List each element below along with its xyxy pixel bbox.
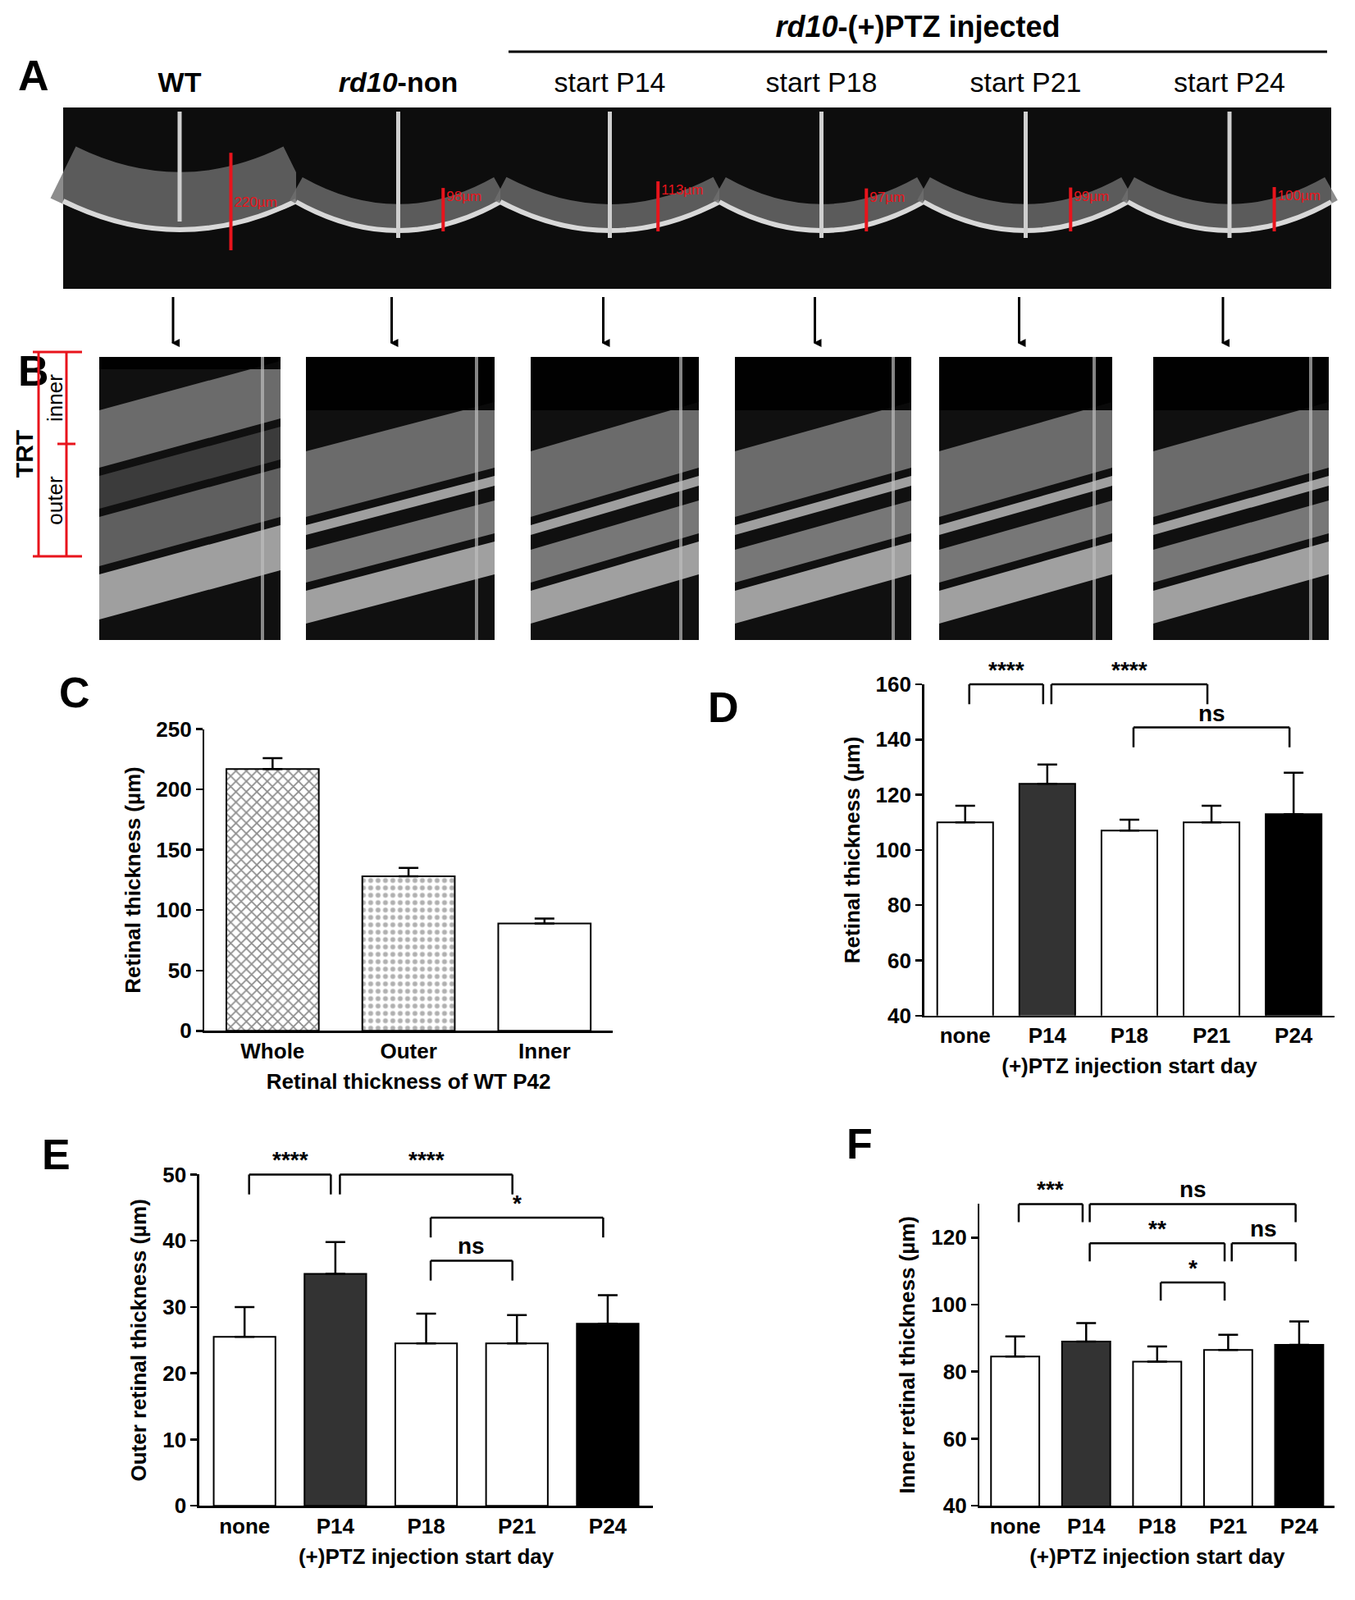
svg-text:P24: P24 <box>1274 1022 1314 1048</box>
svg-text:TRT: TRT <box>10 429 38 478</box>
svg-text:****: **** <box>272 1146 309 1173</box>
svg-text:rd10-non: rd10-non <box>338 66 458 98</box>
svg-text:outer: outer <box>42 475 68 525</box>
svg-text:C: C <box>59 668 91 717</box>
svg-text:****: **** <box>988 656 1025 683</box>
svg-text:98µm: 98µm <box>446 188 482 205</box>
svg-text:(+)PTZ injection start day: (+)PTZ injection start day <box>1001 1053 1258 1078</box>
svg-text:P18: P18 <box>406 1513 445 1538</box>
svg-text:Whole: Whole <box>240 1038 305 1064</box>
svg-text:50: 50 <box>168 958 192 983</box>
svg-text:ns: ns <box>1179 1176 1207 1202</box>
svg-text:Inner: Inner <box>518 1038 571 1064</box>
svg-text:start P18: start P18 <box>765 66 877 98</box>
svg-text:*: * <box>1188 1254 1198 1281</box>
svg-text:rd10-(+)PTZ injected: rd10-(+)PTZ injected <box>775 9 1060 44</box>
svg-text:20: 20 <box>162 1360 187 1386</box>
svg-text:ns: ns <box>457 1232 485 1259</box>
svg-text:99µm: 99µm <box>1073 188 1109 205</box>
svg-text:40: 40 <box>887 1003 912 1028</box>
svg-text:inner: inner <box>42 374 68 422</box>
svg-text:D: D <box>707 683 740 731</box>
svg-text:100: 100 <box>930 1291 967 1317</box>
svg-text:Outer retinal thickness (µm): Outer retinal thickness (µm) <box>126 1198 151 1481</box>
svg-text:250: 250 <box>155 716 192 742</box>
svg-text:start P21: start P21 <box>969 66 1082 98</box>
svg-text:E: E <box>41 1130 71 1178</box>
svg-text:P24: P24 <box>1280 1513 1319 1538</box>
svg-text:10: 10 <box>162 1427 187 1452</box>
svg-text:P18: P18 <box>1138 1513 1177 1538</box>
svg-text:200: 200 <box>155 776 192 802</box>
svg-text:P21: P21 <box>1192 1022 1231 1048</box>
svg-text:80: 80 <box>943 1359 968 1384</box>
svg-text:P14: P14 <box>1028 1022 1068 1048</box>
svg-text:40: 40 <box>162 1227 187 1253</box>
svg-text:****: **** <box>408 1146 445 1173</box>
svg-text:P14: P14 <box>316 1513 356 1538</box>
svg-text:30: 30 <box>162 1294 187 1319</box>
svg-text:ns: ns <box>1198 700 1226 726</box>
svg-text:WT: WT <box>158 66 202 98</box>
svg-text:P18: P18 <box>1110 1022 1149 1048</box>
svg-text:(+)PTZ injection start day: (+)PTZ injection start day <box>298 1543 555 1569</box>
svg-text:Outer: Outer <box>379 1038 437 1064</box>
svg-text:160: 160 <box>875 671 912 697</box>
svg-text:50: 50 <box>162 1162 187 1187</box>
svg-text:none: none <box>218 1513 270 1538</box>
svg-text:*: * <box>512 1190 522 1216</box>
svg-text:none: none <box>939 1022 991 1048</box>
svg-text:P24: P24 <box>588 1513 628 1538</box>
svg-text:***: *** <box>1036 1176 1064 1202</box>
svg-text:0: 0 <box>174 1492 187 1518</box>
svg-text:120: 120 <box>875 782 912 808</box>
svg-text:40: 40 <box>943 1492 968 1518</box>
svg-text:220µm: 220µm <box>233 194 277 210</box>
svg-text:****: **** <box>1111 656 1148 683</box>
svg-text:P21: P21 <box>1209 1513 1247 1538</box>
svg-text:P21: P21 <box>497 1513 536 1538</box>
svg-text:**: ** <box>1148 1215 1167 1241</box>
svg-text:120: 120 <box>930 1224 967 1250</box>
svg-text:Inner retinal thickness (µm): Inner retinal thickness (µm) <box>894 1215 920 1494</box>
svg-text:80: 80 <box>887 892 912 918</box>
svg-text:0: 0 <box>179 1017 192 1043</box>
svg-text:start P14: start P14 <box>553 66 666 98</box>
svg-text:150: 150 <box>155 837 192 863</box>
svg-text:start P24: start P24 <box>1173 66 1286 98</box>
svg-text:(+)PTZ injection start day: (+)PTZ injection start day <box>1029 1543 1286 1569</box>
svg-text:F: F <box>846 1119 873 1168</box>
svg-text:140: 140 <box>875 726 912 752</box>
svg-text:100: 100 <box>155 897 192 922</box>
svg-text:P14: P14 <box>1067 1513 1106 1538</box>
svg-text:Retinal thickness of WT P42: Retinal thickness of WT P42 <box>266 1068 552 1094</box>
svg-text:60: 60 <box>943 1426 968 1451</box>
svg-text:none: none <box>990 1513 1041 1538</box>
svg-text:ns: ns <box>1250 1215 1278 1241</box>
svg-text:97µm: 97µm <box>869 189 905 206</box>
svg-text:B: B <box>18 346 49 395</box>
svg-text:Retinal thickness (µm): Retinal thickness (µm) <box>839 736 865 963</box>
svg-text:60: 60 <box>887 948 912 973</box>
svg-text:100: 100 <box>875 837 912 863</box>
svg-text:100µm: 100µm <box>1277 187 1321 204</box>
svg-text:113µm: 113µm <box>661 182 703 198</box>
svg-text:Retinal thickness (µm): Retinal thickness (µm) <box>120 766 146 994</box>
svg-text:A: A <box>18 51 50 100</box>
